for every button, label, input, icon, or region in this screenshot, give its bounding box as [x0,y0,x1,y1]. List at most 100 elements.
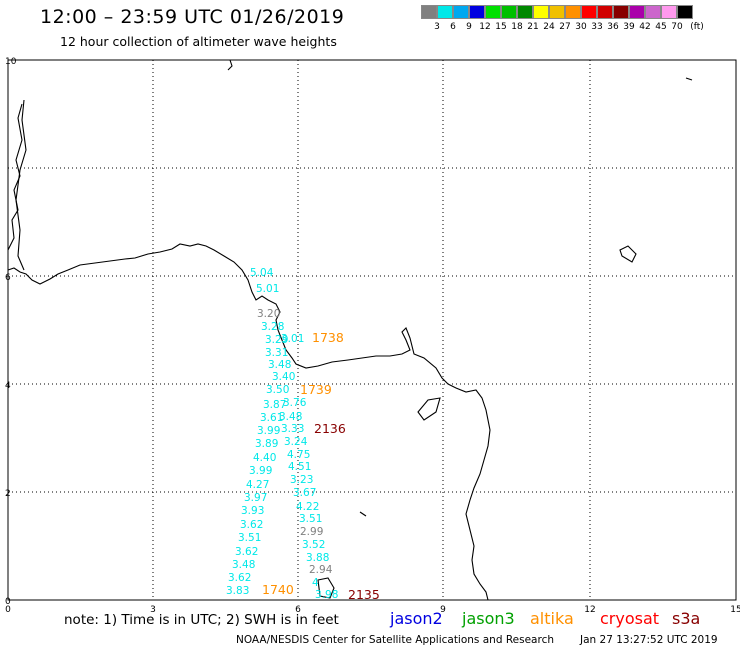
y-tick-label: 6 [5,273,11,283]
generated-timestamp: Jan 27 13:27:52 UTC 2019 [580,634,718,646]
pass-time-label: 1740 [262,582,294,597]
pass-time-label: 2136 [314,421,346,436]
legend-label: 33 [591,22,603,32]
wave-height-label: 4 [312,577,319,589]
satellite-name-jason2: jason2 [390,609,443,628]
wave-height-label: 3.31 [265,347,288,359]
map-frame [7,59,737,601]
wave-height-label: 3.62 [235,546,258,558]
wave-height-label: 3.40 [272,371,295,383]
legend-swatch [565,5,581,19]
pass-time-label: 1738 [312,330,344,345]
legend-label: 9 [466,22,472,32]
wave-height-label: 3.67 [293,487,316,499]
wave-height-label: 4.22 [296,501,319,513]
legend-label: 3 [434,22,440,32]
map-subtitle: 12 hour collection of altimeter wave hei… [60,34,337,49]
wave-height-label: 3.52 [302,539,325,551]
pass-time-label: 1739 [300,382,332,397]
legend-swatch [517,5,533,19]
wave-height-label: 3.28 [261,321,284,333]
legend-swatch [501,5,517,19]
legend-swatch [549,5,565,19]
y-tick-label: 10 [5,57,17,67]
wave-height-label: 3.48 [268,359,291,371]
wave-height-label: 3.20 [257,308,280,320]
legend-label: 18 [511,22,523,32]
y-axis-ticks: 0 2 4 6 10 [5,57,17,607]
satellite-name-s3a: s3a [672,609,701,628]
legend-swatch [645,5,661,19]
x-tick-label: 15 [730,605,740,615]
x-tick-label: 9 [440,605,446,615]
wave-height-label: 5.04 [250,267,274,279]
legend-label: 36 [607,22,619,32]
wave-height-label: 4.27 [246,479,269,491]
satellite-pass-times: 1738 1739 2136 1740 2135 [262,330,380,602]
wave-height-label: 3.50 [266,384,289,396]
legend-swatch [485,5,501,19]
legend-swatch [613,5,629,19]
legend-swatch [677,5,693,19]
wave-height-label: 4.75 [287,449,310,461]
wave-height-label: 4.51 [288,461,311,473]
wave-height-color-legend [421,5,693,19]
wave-height-label: 3.83 [226,585,249,597]
pass-time-label: 2135 [348,587,380,602]
satellite-name-jason3: jason3 [462,609,515,628]
wave-height-label: 3.99 [249,465,272,477]
y-tick-label: 2 [5,489,11,499]
legend-label: 30 [575,22,587,32]
y-tick-label: 0 [5,597,11,607]
legend-swatch [469,5,485,19]
wave-height-label: 3.33 [281,423,304,435]
wave-height-label: 3.29 [265,334,288,346]
wave-height-label: 3.48 [279,411,302,423]
x-axis-ticks: 0 3 6 9 12 15 [5,605,740,615]
y-tick-label: 4 [5,381,11,391]
credit-text: NOAA/NESDIS Center for Satellite Applica… [236,634,554,646]
x-tick-label: 0 [5,605,11,615]
map-title: 12:00 – 23:59 UTC 01/26/2019 [40,6,345,28]
wave-height-label: 2.94 [309,564,333,576]
legend-label: 21 [527,22,539,32]
wave-height-label: 4.40 [253,452,276,464]
wave-height-label: 3.23 [290,474,313,486]
wave-height-label: 3.99 [257,425,280,437]
footer: NOAA/NESDIS Center for Satellite Applica… [236,634,718,646]
wave-height-label: 5.01 [256,283,279,295]
wave-height-label: 3.93 [241,505,264,517]
wave-height-label: 3.98 [315,589,338,601]
legend-label: 15 [495,22,507,32]
coastline [7,59,693,601]
wave-height-label: 3.51 [299,513,322,525]
legend-swatch [581,5,597,19]
wave-height-label: 3.62 [240,519,263,531]
legend-label: 24 [543,22,555,32]
wave-height-label: 3.87 [263,399,286,411]
wave-height-label: 3.62 [228,572,251,584]
wave-height-values: 5.045.013.203.283.013.293.313.483.403.50… [226,267,338,601]
x-tick-label: 12 [584,605,595,615]
legend-swatch [437,5,453,19]
wave-height-label: 3.89 [255,438,278,450]
wave-height-label: 3.51 [238,532,261,544]
legend-label: 70 [671,22,683,32]
wave-height-label: 3.48 [232,559,255,571]
legend-label: 45 [655,22,667,32]
wave-height-label: 3.97 [244,492,267,504]
wave-height-label: 3.01 [281,333,304,345]
wave-height-label: 3.24 [284,436,308,448]
legend-unit: (ft) [690,22,704,32]
legend-label: 12 [479,22,491,32]
x-tick-label: 6 [295,605,301,615]
satellite-name-altika: altika [530,609,574,628]
legend-label: 6 [450,22,456,32]
satellite-name-cryosat: cryosat [600,609,660,628]
wave-height-label: 3.61 [260,412,283,424]
legend-swatch [597,5,613,19]
footnote: note: 1) Time is in UTC; 2) SWH is in fe… [64,612,339,628]
x-tick-label: 3 [150,605,156,615]
wave-height-label: 3.88 [306,552,329,564]
